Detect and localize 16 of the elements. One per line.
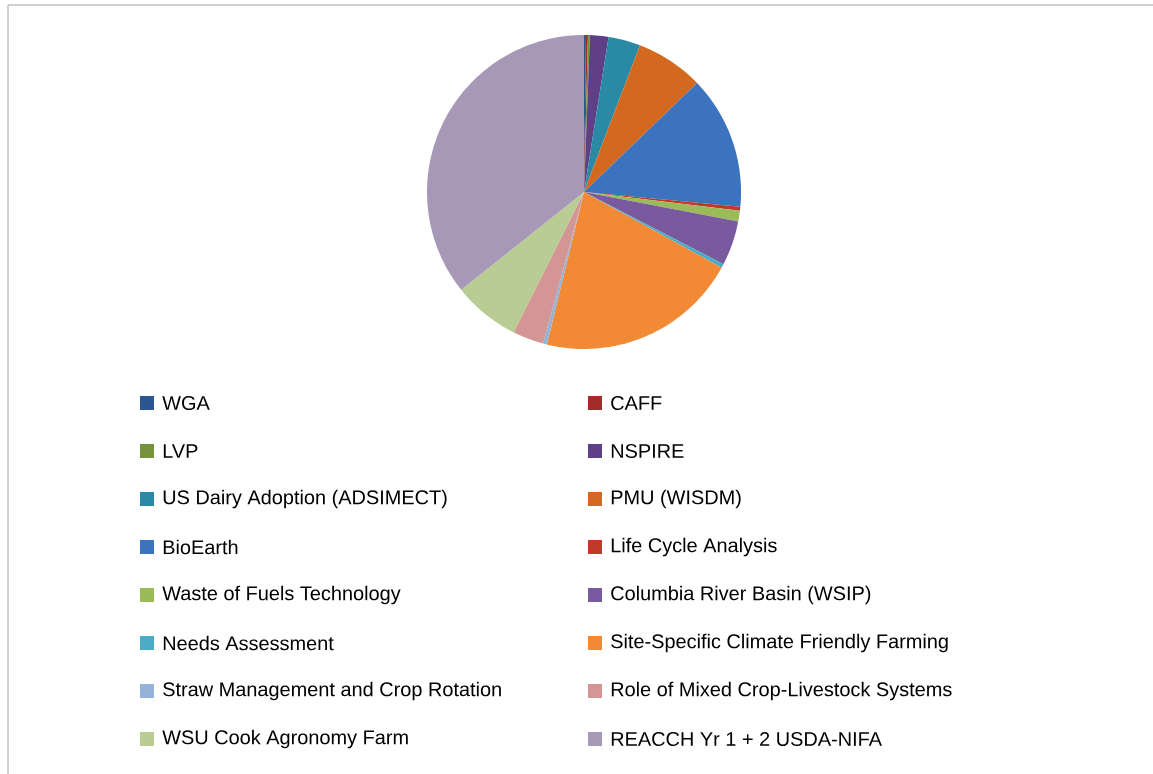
legend-label: WGA [162, 395, 210, 411]
legend-label: Columbia River Basin (WSIP) [611, 585, 871, 605]
legend-label: US Dairy Adoption (ADSIMECT) [163, 489, 447, 509]
legend-label: REACCH Yr 1 + 2 USDA-NIFA [611, 731, 882, 747]
legend-label: Needs Assessment [163, 635, 334, 651]
legend-label: PMU (WISDM) [611, 489, 741, 509]
legend-label: WSU Cook Agronomy Farm [162, 729, 408, 749]
legend-label: Role of Mixed Crop-Livestock Systems [611, 681, 952, 701]
legend-label: Life Cycle Analysis [611, 537, 777, 557]
legend-label: CAFF [611, 395, 662, 411]
legend-label: Straw Management and Crop Rotation [163, 681, 501, 701]
legend-label: Waste of Fuels Technology [162, 585, 401, 605]
legend-label: Site-Specific Climate Friendly Farming [611, 633, 948, 653]
legend-label: NSPIRE [611, 443, 684, 459]
legend-label: LVP [163, 444, 198, 458]
legend-label: BioEarth [163, 539, 238, 555]
